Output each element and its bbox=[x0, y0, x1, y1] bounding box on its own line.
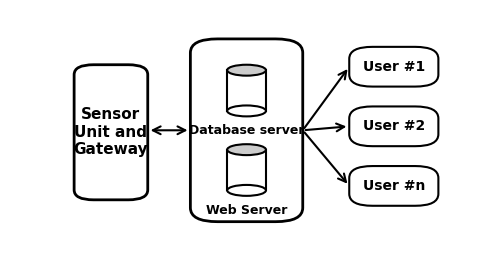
Text: User #n: User #n bbox=[362, 179, 425, 193]
Text: Database server: Database server bbox=[189, 124, 304, 137]
Text: Sensor
Unit and
Gateway: Sensor Unit and Gateway bbox=[74, 107, 148, 157]
Text: User #1: User #1 bbox=[362, 60, 425, 74]
FancyBboxPatch shape bbox=[74, 65, 148, 200]
Text: User #2: User #2 bbox=[362, 119, 425, 133]
Text: Web Server: Web Server bbox=[206, 204, 287, 217]
FancyBboxPatch shape bbox=[349, 107, 438, 146]
FancyBboxPatch shape bbox=[190, 39, 303, 222]
Ellipse shape bbox=[227, 106, 266, 116]
Polygon shape bbox=[227, 70, 266, 111]
Polygon shape bbox=[227, 150, 266, 190]
Ellipse shape bbox=[227, 185, 266, 196]
Ellipse shape bbox=[227, 65, 266, 76]
FancyBboxPatch shape bbox=[349, 47, 438, 87]
FancyBboxPatch shape bbox=[349, 166, 438, 206]
Ellipse shape bbox=[227, 144, 266, 155]
